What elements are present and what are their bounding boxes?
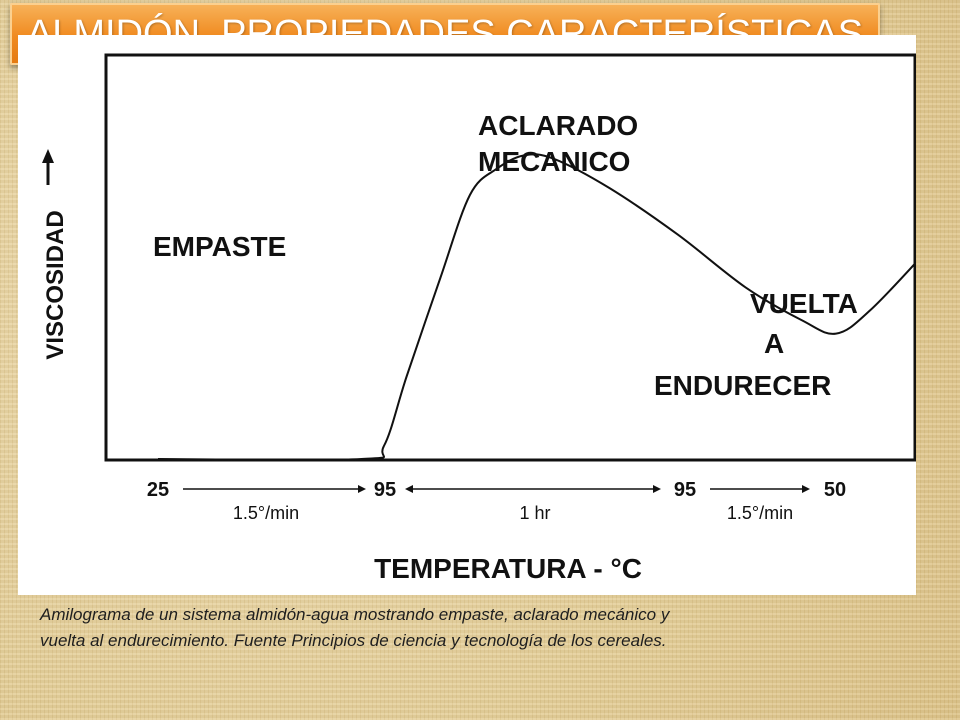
- y-axis-label: VISCOSIDAD: [42, 210, 69, 359]
- amylogram-chart: VISCOSIDAD EMPASTE ACLARADO MECANICO VUE…: [18, 35, 916, 595]
- x-tick-label: 95: [674, 479, 696, 501]
- figure-caption: Amilograma de un sistema almidón-agua mo…: [40, 602, 920, 654]
- annotation-empaste: EMPASTE: [153, 231, 286, 262]
- segment-time-label: 1 hr: [519, 503, 550, 523]
- arrow-head-right: [653, 485, 661, 493]
- arrow-head-right: [802, 485, 810, 493]
- chart-svg: VISCOSIDAD EMPASTE ACLARADO MECANICO VUE…: [42, 53, 916, 584]
- x-tick-label: 95: [374, 479, 396, 501]
- arrow-head-right: [358, 485, 366, 493]
- annotation-vuelta-line3: ENDURECER: [654, 370, 831, 401]
- caption-line-1: Amilograma de un sistema almidón-agua mo…: [40, 605, 670, 624]
- viscosity-curve: [157, 153, 916, 461]
- segment-rate-label: 1.5°/min: [727, 503, 793, 523]
- x-axis-label: TEMPERATURA - °C: [374, 553, 642, 584]
- annotation-vuelta-line2: A: [764, 328, 784, 359]
- plot-frame: [104, 53, 916, 462]
- x-tick-label: 50: [824, 479, 846, 501]
- caption-line-2: vuelta al endurecimiento. Fuente Princip…: [40, 631, 667, 650]
- x-tick-label: 25: [147, 479, 169, 501]
- annotation-aclarado-line1: ACLARADO: [478, 110, 638, 141]
- annotation-aclarado-line2: MECANICO: [478, 146, 630, 177]
- annotation-vuelta-line1: VUELTA: [750, 288, 858, 319]
- segment-rate-label: 1.5°/min: [233, 503, 299, 523]
- y-axis-arrow: [42, 149, 54, 185]
- x-axis: 25 95 95 50 1.5°/min 1 hr 1.5°/min: [147, 479, 846, 523]
- arrow-head-left: [405, 485, 413, 493]
